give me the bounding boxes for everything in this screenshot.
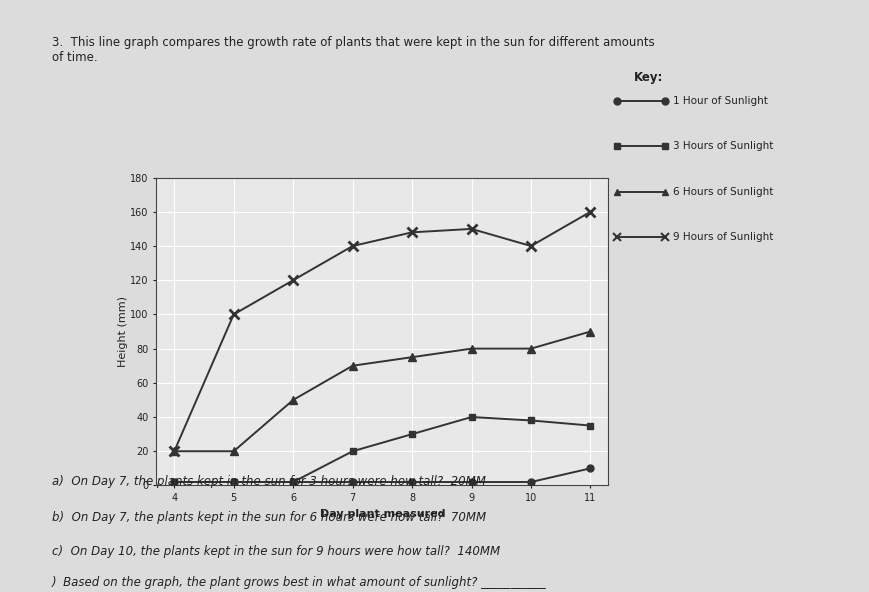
Text: 1 Hour of Sunlight: 1 Hour of Sunlight <box>673 96 768 105</box>
Text: c)  On Day 10, the plants kept in the sun for 9 hours were how tall?  140MM: c) On Day 10, the plants kept in the sun… <box>52 545 501 558</box>
Text: b)  On Day 7, the plants kept in the sun for 6 hours were how tall?  70MM: b) On Day 7, the plants kept in the sun … <box>52 511 487 524</box>
Text: 9 Hours of Sunlight: 9 Hours of Sunlight <box>673 233 774 242</box>
Text: 6 Hours of Sunlight: 6 Hours of Sunlight <box>673 187 774 197</box>
Text: Key:: Key: <box>634 71 664 84</box>
Text: a)  On Day 7, the plants kept in the sun for 3 hours were how tall?  20MM: a) On Day 7, the plants kept in the sun … <box>52 475 486 488</box>
Text: )  Based on the graph, the plant grows best in what amount of sunlight? ________: ) Based on the graph, the plant grows be… <box>52 576 547 589</box>
X-axis label: Day plant measured: Day plant measured <box>320 509 445 519</box>
Text: 3 Hours of Sunlight: 3 Hours of Sunlight <box>673 141 774 151</box>
Text: 3.  This line graph compares the growth rate of plants that were kept in the sun: 3. This line graph compares the growth r… <box>52 36 655 63</box>
Y-axis label: Height (mm): Height (mm) <box>117 296 128 367</box>
